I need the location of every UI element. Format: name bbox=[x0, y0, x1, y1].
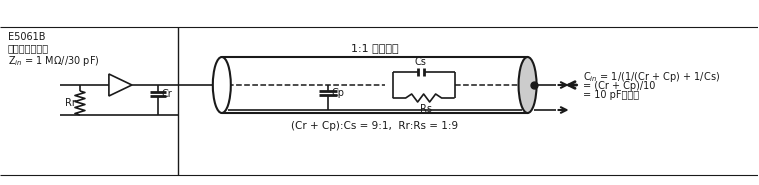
Ellipse shape bbox=[213, 57, 231, 113]
Text: 1:1 无源探头: 1:1 无源探头 bbox=[351, 43, 398, 53]
Ellipse shape bbox=[518, 57, 537, 113]
Text: = 10 pF或其他: = 10 pF或其他 bbox=[582, 90, 638, 100]
Text: Rs: Rs bbox=[420, 104, 432, 114]
Text: Rr: Rr bbox=[65, 98, 76, 108]
Text: Cs: Cs bbox=[414, 57, 427, 67]
Text: Cp: Cp bbox=[332, 88, 345, 98]
Text: = (Cr + Cp)/10: = (Cr + Cp)/10 bbox=[582, 81, 655, 91]
Text: 高阻抗输入端口: 高阻抗输入端口 bbox=[8, 43, 49, 53]
Text: Cr: Cr bbox=[162, 89, 172, 99]
Text: C$_{in}$ = 1/(1/(Cr + Cp) + 1/Cs): C$_{in}$ = 1/(1/(Cr + Cp) + 1/Cs) bbox=[582, 70, 720, 84]
Text: (Cr + Cp):Cs = 9:1,  Rr:Rs = 1:9: (Cr + Cp):Cs = 9:1, Rr:Rs = 1:9 bbox=[291, 121, 458, 131]
Text: Z$_{in}$ = 1 MΩ//30 pF): Z$_{in}$ = 1 MΩ//30 pF) bbox=[8, 54, 99, 68]
Text: E5061B: E5061B bbox=[8, 32, 46, 42]
